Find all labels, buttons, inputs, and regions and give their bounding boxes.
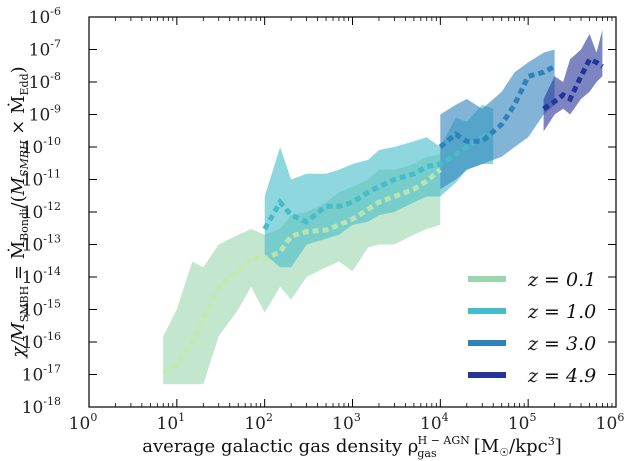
series-lines (162, 56, 604, 375)
y-tick-label: 10-7 (29, 38, 61, 61)
y-tick-label: 10-11 (22, 168, 61, 191)
legend-label-3: z = 4.9 (527, 365, 596, 387)
x-axis-label: average galactic gas density ρgasH − AGN… (142, 434, 561, 460)
y-tick-label: 10-10 (22, 135, 61, 158)
x-tick-label: 106 (596, 411, 625, 434)
x-tick-label: 104 (420, 411, 449, 434)
series-line-3 (542, 56, 604, 111)
y-tick-label: 10-8 (29, 70, 61, 93)
legend-label-2: z = 3.0 (527, 333, 596, 355)
y-tick-label: 10-9 (29, 103, 61, 126)
series-line-0 (162, 167, 442, 375)
y-tick-label: 10-6 (29, 5, 61, 28)
y-tick-label: 10-12 (22, 200, 61, 223)
y-tick-label: 10-16 (22, 330, 61, 353)
x-tick-label: 101 (157, 411, 186, 434)
axis-ticks: 100 101 102 103 104 105 106 10-18 10-17 10-16 10-1… (22, 5, 625, 434)
series-line-2 (438, 64, 556, 149)
x-tick-label: 102 (244, 411, 273, 434)
y-tick-label: 10-14 (22, 265, 61, 288)
y-tick-label: 10-17 (22, 363, 61, 386)
legend-label-1: z = 1.0 (527, 301, 596, 323)
y-tick-label: 10-15 (22, 298, 61, 321)
x-tick-label: 105 (508, 411, 537, 434)
x-tick-label: 103 (332, 411, 361, 434)
series-line-1 (262, 131, 494, 231)
series-band-1 (264, 104, 494, 268)
x-tick-label: 100 (69, 411, 98, 434)
legend: z = 0.1 z = 1.0 z = 3.0 z = 4.9 (468, 269, 596, 387)
y-tick-label: 10-13 (22, 233, 61, 256)
series-band-3 (543, 29, 603, 132)
y-axis-label: χ/MSMBH = ṀBondi/(MSMBH × ṀEdd) (6, 66, 31, 359)
legend-label-0: z = 0.1 (527, 269, 596, 291)
y-tick-label: 10-18 (22, 395, 61, 418)
